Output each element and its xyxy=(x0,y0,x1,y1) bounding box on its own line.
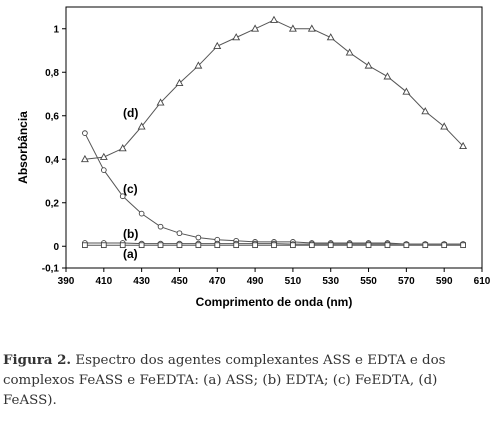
y-tick-label: 1 xyxy=(53,24,59,35)
x-tick-label: 410 xyxy=(95,276,112,287)
data-point-circle xyxy=(195,234,202,241)
y-tick-label: 0,4 xyxy=(45,155,59,166)
data-point-triangle xyxy=(251,24,260,32)
caption-text: Espectro dos agentes complexantes ASS e … xyxy=(3,353,446,408)
data-point-circle xyxy=(119,193,126,200)
series-label: (c) xyxy=(123,182,138,196)
data-point-triangle xyxy=(307,24,316,32)
plot-frame xyxy=(65,6,483,269)
data-point-triangle xyxy=(213,41,222,49)
data-point-triangle xyxy=(383,72,392,80)
data-point-square xyxy=(214,242,221,249)
x-tick-label: 590 xyxy=(436,276,453,287)
data-point-triangle xyxy=(80,154,89,163)
figure-caption: Figura 2. Espectro dos agentes complexan… xyxy=(3,350,491,411)
x-tick-label: 450 xyxy=(171,276,188,287)
data-point-triangle xyxy=(156,98,165,106)
data-point-square xyxy=(195,242,202,249)
x-tick-label: 510 xyxy=(285,276,302,287)
data-point-square xyxy=(176,242,183,249)
x-tick-label: 430 xyxy=(133,276,150,287)
y-axis-title: Absorbância xyxy=(16,111,30,184)
data-point-square xyxy=(460,242,466,249)
x-tick-label: 610 xyxy=(474,276,491,287)
series-group xyxy=(80,15,468,249)
data-point-triangle xyxy=(118,144,127,152)
data-point-triangle xyxy=(137,122,146,130)
data-point-square xyxy=(422,242,429,249)
y-tick-label: 0,6 xyxy=(45,111,59,122)
data-point-triangle xyxy=(459,141,468,150)
data-point-square xyxy=(138,242,145,249)
data-point-square xyxy=(327,242,334,249)
data-point-triangle xyxy=(402,87,411,95)
data-point-circle xyxy=(138,210,145,217)
series-label: (b) xyxy=(123,227,138,241)
data-point-square xyxy=(100,242,107,249)
y-tick-label: 0 xyxy=(53,242,59,253)
data-point-triangle xyxy=(421,107,430,115)
data-point-square xyxy=(157,242,164,249)
data-point-triangle xyxy=(288,24,297,32)
data-point-triangle xyxy=(99,152,108,160)
y-tick-label: 0,8 xyxy=(45,68,59,79)
x-tick-label: 550 xyxy=(360,276,377,287)
data-point-square xyxy=(365,242,372,249)
data-point-square xyxy=(82,242,88,249)
data-point-square xyxy=(290,242,296,249)
data-point-triangle xyxy=(175,78,184,86)
series-label: (d) xyxy=(123,106,138,120)
data-point-square xyxy=(346,242,353,249)
x-tick-label: 490 xyxy=(247,276,264,287)
series-line-2 xyxy=(84,132,464,245)
data-point-triangle xyxy=(440,122,449,130)
x-tick-label: 470 xyxy=(209,276,226,287)
data-point-square xyxy=(233,242,240,249)
data-point-triangle xyxy=(326,33,335,41)
data-point-triangle xyxy=(345,48,354,56)
series-label: (a) xyxy=(123,247,138,261)
data-point-square xyxy=(308,242,315,249)
x-tick-label: 570 xyxy=(398,276,415,287)
y-tick-label: 0,2 xyxy=(45,198,59,209)
data-point-circle xyxy=(176,230,183,237)
absorbance-spectrum-chart: 390 410 430 450 470 490 510 530 550 570 590 610 -0,1… xyxy=(16,6,491,309)
data-point-triangle xyxy=(270,15,278,23)
data-point-circle xyxy=(157,223,164,230)
labels-group: (d) (c) (b) (a) xyxy=(123,106,138,261)
data-point-square xyxy=(252,242,258,249)
data-point-square xyxy=(119,242,126,249)
x-tick-label: 530 xyxy=(322,276,339,287)
data-point-circle xyxy=(82,130,88,137)
axes: 390 410 430 450 470 490 510 530 550 570 590 610 -0,1… xyxy=(16,6,491,309)
data-point-triangle xyxy=(232,33,241,41)
x-tick-label: 390 xyxy=(58,276,75,287)
data-point-triangle xyxy=(364,61,373,69)
y-tick-label: -0,1 xyxy=(42,264,60,275)
data-point-triangle xyxy=(194,61,203,69)
data-point-square xyxy=(384,242,391,249)
data-point-square xyxy=(403,242,410,249)
data-point-circle xyxy=(100,167,107,173)
caption-number: Figura 2. xyxy=(3,352,72,368)
data-point-square xyxy=(441,242,448,249)
x-axis-title: Comprimento de onda (nm) xyxy=(196,295,353,309)
data-point-square xyxy=(271,242,277,249)
